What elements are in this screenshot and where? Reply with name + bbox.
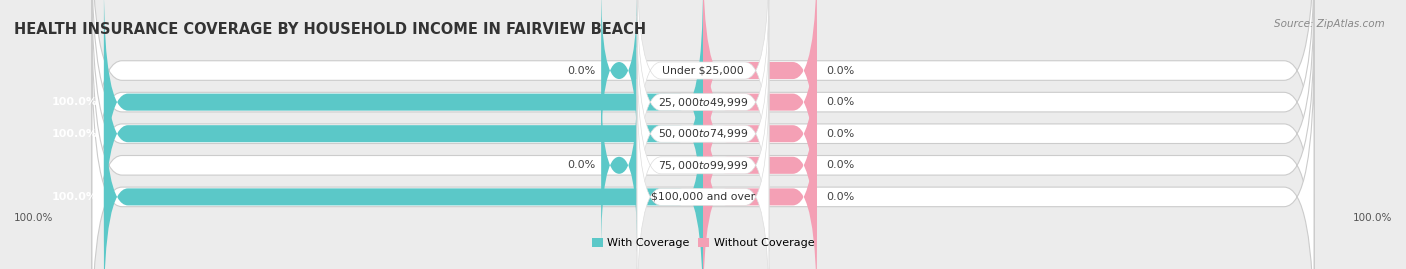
- FancyBboxPatch shape: [602, 0, 637, 157]
- Text: HEALTH INSURANCE COVERAGE BY HOUSEHOLD INCOME IN FAIRVIEW BEACH: HEALTH INSURANCE COVERAGE BY HOUSEHOLD I…: [14, 22, 647, 37]
- FancyBboxPatch shape: [104, 0, 703, 220]
- FancyBboxPatch shape: [637, 47, 769, 269]
- FancyBboxPatch shape: [703, 47, 817, 269]
- Text: $75,000 to $99,999: $75,000 to $99,999: [658, 159, 748, 172]
- Text: 0.0%: 0.0%: [825, 129, 853, 139]
- FancyBboxPatch shape: [703, 16, 817, 252]
- Text: $25,000 to $49,999: $25,000 to $49,999: [658, 95, 748, 109]
- FancyBboxPatch shape: [637, 79, 769, 269]
- Legend: With Coverage, Without Coverage: With Coverage, Without Coverage: [588, 234, 818, 253]
- Text: 0.0%: 0.0%: [567, 66, 595, 76]
- Text: 100.0%: 100.0%: [52, 192, 98, 202]
- FancyBboxPatch shape: [703, 0, 817, 188]
- FancyBboxPatch shape: [637, 16, 769, 252]
- FancyBboxPatch shape: [104, 79, 703, 269]
- FancyBboxPatch shape: [91, 0, 1315, 269]
- FancyBboxPatch shape: [703, 0, 817, 220]
- FancyBboxPatch shape: [703, 79, 817, 269]
- Text: 0.0%: 0.0%: [825, 97, 853, 107]
- FancyBboxPatch shape: [91, 0, 1315, 219]
- FancyBboxPatch shape: [602, 79, 637, 252]
- Text: 100.0%: 100.0%: [52, 97, 98, 107]
- Text: Under $25,000: Under $25,000: [662, 66, 744, 76]
- Text: 100.0%: 100.0%: [1353, 213, 1392, 223]
- Text: $50,000 to $74,999: $50,000 to $74,999: [658, 127, 748, 140]
- FancyBboxPatch shape: [637, 0, 769, 188]
- FancyBboxPatch shape: [91, 17, 1315, 269]
- Text: 0.0%: 0.0%: [825, 192, 853, 202]
- Text: 100.0%: 100.0%: [14, 213, 53, 223]
- Text: $100,000 and over: $100,000 and over: [651, 192, 755, 202]
- Text: 100.0%: 100.0%: [52, 129, 98, 139]
- Text: 0.0%: 0.0%: [825, 66, 853, 76]
- FancyBboxPatch shape: [91, 49, 1315, 269]
- Text: 0.0%: 0.0%: [567, 160, 595, 170]
- FancyBboxPatch shape: [637, 0, 769, 220]
- Text: Source: ZipAtlas.com: Source: ZipAtlas.com: [1274, 19, 1385, 29]
- Text: 0.0%: 0.0%: [825, 160, 853, 170]
- FancyBboxPatch shape: [91, 0, 1315, 250]
- FancyBboxPatch shape: [104, 16, 703, 252]
